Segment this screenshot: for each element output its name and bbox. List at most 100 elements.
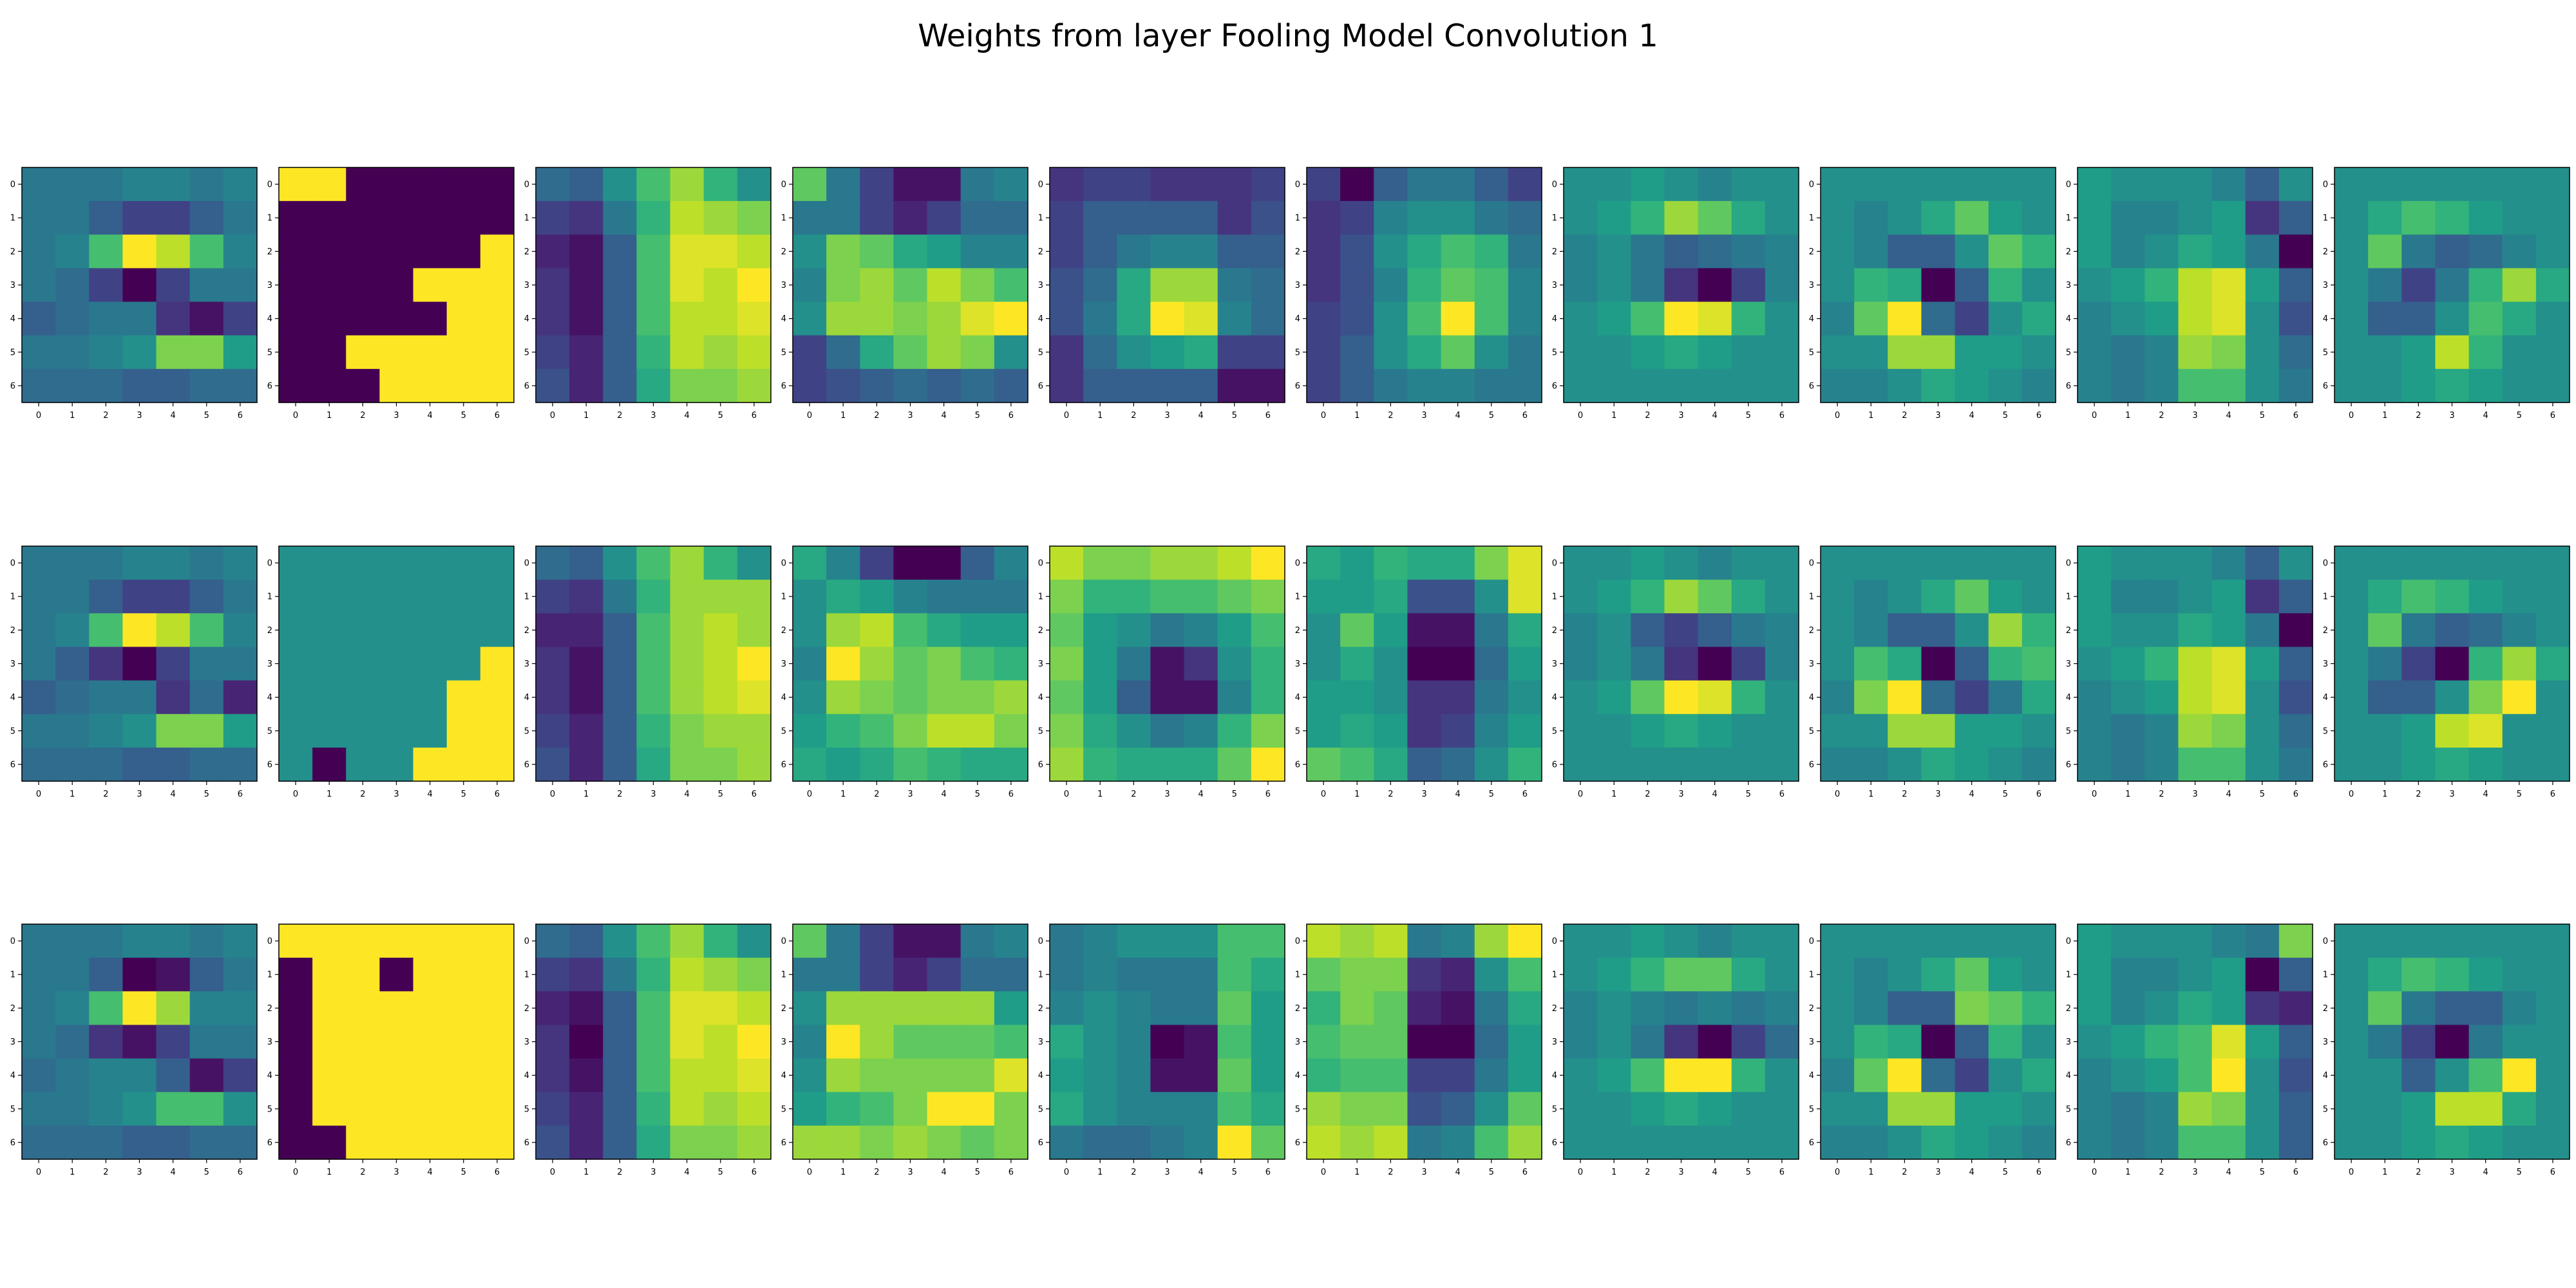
heatmap-cell [1698,1025,1732,1059]
heatmap-cell [1988,167,2023,202]
heatmap-cell [1508,1092,1542,1126]
heatmap-cell [2022,201,2056,235]
heatmap-cell [2535,234,2570,269]
heatmap-cell [346,1092,381,1126]
x-tick-label: 4 [1455,411,1461,421]
heatmap-cell [122,1125,157,1160]
x-tick-label: 6 [2036,411,2041,421]
heatmap-cell [1698,958,1732,992]
heatmap-cell [480,301,515,336]
heatmap-cell [994,335,1028,370]
heatmap-cell [1921,1092,1956,1126]
y-tick-label: 0 [267,180,272,190]
y-tick-label: 3 [781,659,786,669]
heatmap-cell [413,680,448,715]
heatmap-cell [927,268,961,303]
heatmap-cell [1921,335,1956,370]
heatmap-cell [1765,546,1799,580]
y-tick-label: 6 [2066,1138,2071,1148]
heatmap-cell [1307,991,1341,1026]
y-tick-label: 1 [781,214,786,223]
x-tick-label: 6 [2293,1168,2298,1177]
x-tick-label: 5 [975,1168,980,1177]
x-tick-label: 2 [1388,411,1393,421]
heatmap-cell [55,1125,90,1160]
heatmap-cell [994,647,1028,681]
x-tick-label: 0 [1064,411,1069,421]
heatmap-cell [860,268,895,303]
x-tick-label: 3 [1421,411,1426,421]
heatmap-cell [1083,201,1117,235]
heatmap-cell [1407,546,1442,580]
y-tick-label: 5 [2066,1104,2071,1114]
y-tick-label: 6 [10,760,15,770]
heatmap-cell [1631,201,1665,235]
heatmap-cell [1251,613,1285,648]
x-tick-label: 5 [204,790,209,799]
heatmap-cell [603,201,638,235]
heatmap-cell [279,234,313,269]
heatmap-cell [703,1092,738,1126]
heatmap-cell [1888,335,1922,370]
x-tick-label: 3 [393,1168,399,1177]
heatmap-cell [89,680,124,715]
heatmap-cell [279,747,313,782]
heatmap-cell [1508,580,1542,614]
heatmap-cell [1340,201,1374,235]
x-tick-label: 1 [2125,411,2130,421]
heatmap-cell [1765,924,1799,958]
heatmap-cell [55,991,90,1026]
y-tick-label: 1 [267,592,272,602]
x-tick-label: 5 [1746,411,1751,421]
heatmap-cell [22,268,56,303]
heatmap-cell [2368,167,2402,202]
heatmap-cell [2502,546,2537,580]
heatmap-cell [893,1058,928,1093]
y-tick-label: 4 [2066,693,2071,703]
heatmap-cell [2078,1092,2112,1126]
heatmap-cell [703,1025,738,1059]
x-tick-label: 0 [293,1168,298,1177]
heatmap-cell [1955,647,1989,681]
x-tick-label: 4 [2483,411,2488,421]
heatmap-cell [793,1025,827,1059]
y-tick-label: 2 [2066,247,2071,257]
y-tick-label: 3 [2066,659,2071,669]
heatmap-cell [1597,1025,1631,1059]
heatmap-cell [346,368,381,403]
y-tick-label: 6 [781,760,786,770]
heatmap-cell [1117,234,1151,269]
heatmap-cell [1765,201,1799,235]
heatmap-cell [223,234,258,269]
heatmap-cell [703,580,738,614]
heatmap-cell [737,680,772,715]
heatmap-cell [480,714,515,748]
heatmap-cell [1340,1058,1374,1093]
heatmap-cell [536,924,570,958]
heatmap-cell [2502,1058,2537,1093]
y-tick-label: 0 [781,937,786,947]
heatmap-cell [927,991,961,1026]
heatmap-cell [1955,546,1989,580]
heatmap-cell [1217,747,1252,782]
heatmap-cell [569,747,603,782]
heatmap-cell [55,167,90,202]
x-tick-label: 0 [550,411,555,421]
x-tick-label: 4 [2483,1168,2488,1177]
heatmap-cell [1217,268,1252,303]
heatmap-cell [413,580,448,614]
heatmap-cell [994,747,1028,782]
heatmap-cell [703,368,738,403]
x-tick-label: 5 [204,1168,209,1177]
x-tick-label: 0 [36,411,41,421]
heatmap-cell [703,301,738,336]
heatmap-cell [1988,714,2023,748]
x-tick-label: 3 [2192,1168,2197,1177]
x-tick-label: 1 [1611,1168,1616,1177]
heatmap-cell [1664,301,1699,336]
heatmap-cell [1854,1025,1888,1059]
x-tick-label: 0 [1321,411,1326,421]
